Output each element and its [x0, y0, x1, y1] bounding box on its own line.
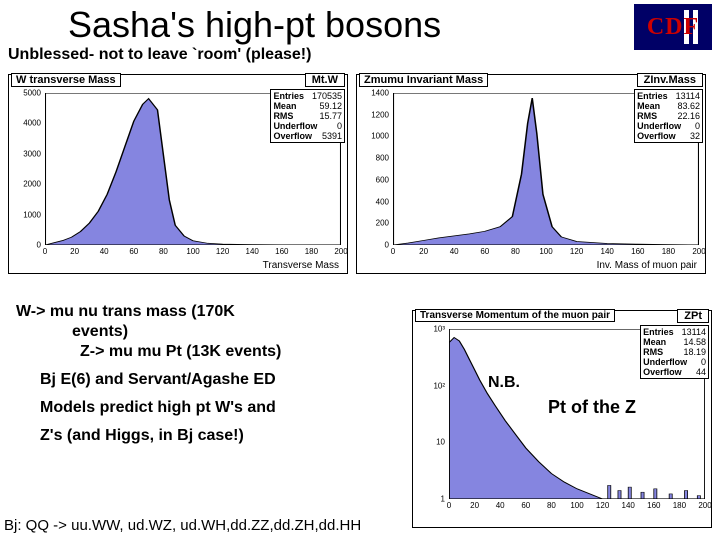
footnote: Bj: QQ -> uu.WW, ud.WZ, ud.WH,dd.ZZ,dd.Z…: [4, 517, 361, 534]
chart2-x-ticks: 020406080100120140160180200: [393, 247, 699, 259]
chart2-stats: Entries13114 Mean83.62 RMS22.16 Underflo…: [634, 89, 703, 143]
chart1-x-ticks: 020406080100120140160180200: [45, 247, 341, 259]
chart3-title: Transverse Momentum of the muon pair: [415, 309, 615, 322]
chart3-tab: ZPt: [677, 309, 709, 323]
chart2-title: Zmumu Invariant Mass: [359, 73, 488, 87]
pt-z-label: Pt of the Z: [548, 397, 636, 418]
chart-zmumu-mass: Zmumu Invariant Mass ZInv.Mass Entries13…: [356, 74, 706, 274]
chart2-y-ticks: 0200400600800100012001400: [359, 93, 391, 245]
chart3-x-ticks: 020406080100120140160180200: [449, 501, 705, 513]
chart-w-transverse-mass: W transverse Mass Mt.W Entries170535 Mea…: [8, 74, 348, 274]
description-text: W-> mu nu trans mass (170K events) Z-> m…: [16, 302, 396, 446]
cdf-logo: CDF: [634, 4, 712, 50]
chart3-y-ticks: 11010²10³: [415, 329, 447, 499]
chart1-tab: Mt.W: [305, 73, 345, 87]
page-title: Sasha's high-pt bosons: [68, 4, 441, 46]
nb-label: N.B.: [488, 374, 520, 392]
chart2-tab: ZInv.Mass: [637, 73, 703, 87]
chart-z-pt: Transverse Momentum of the muon pair ZPt…: [412, 310, 712, 528]
chart3-stats: Entries13114 Mean14.58 RMS18.19 Underflo…: [640, 325, 709, 379]
chart1-x-label: Transverse Mass: [263, 260, 339, 271]
chart2-x-label: Inv. Mass of muon pair: [597, 260, 697, 271]
chart1-stats: Entries170535 Mean59.12 RMS15.77 Underfl…: [270, 89, 345, 143]
chart1-y-ticks: 010002000300040005000: [11, 93, 43, 245]
chart1-title: W transverse Mass: [11, 73, 121, 87]
subtitle: Unblessed- not to leave `room' (please!): [0, 46, 720, 64]
cdf-logo-text: CDF: [647, 14, 699, 41]
